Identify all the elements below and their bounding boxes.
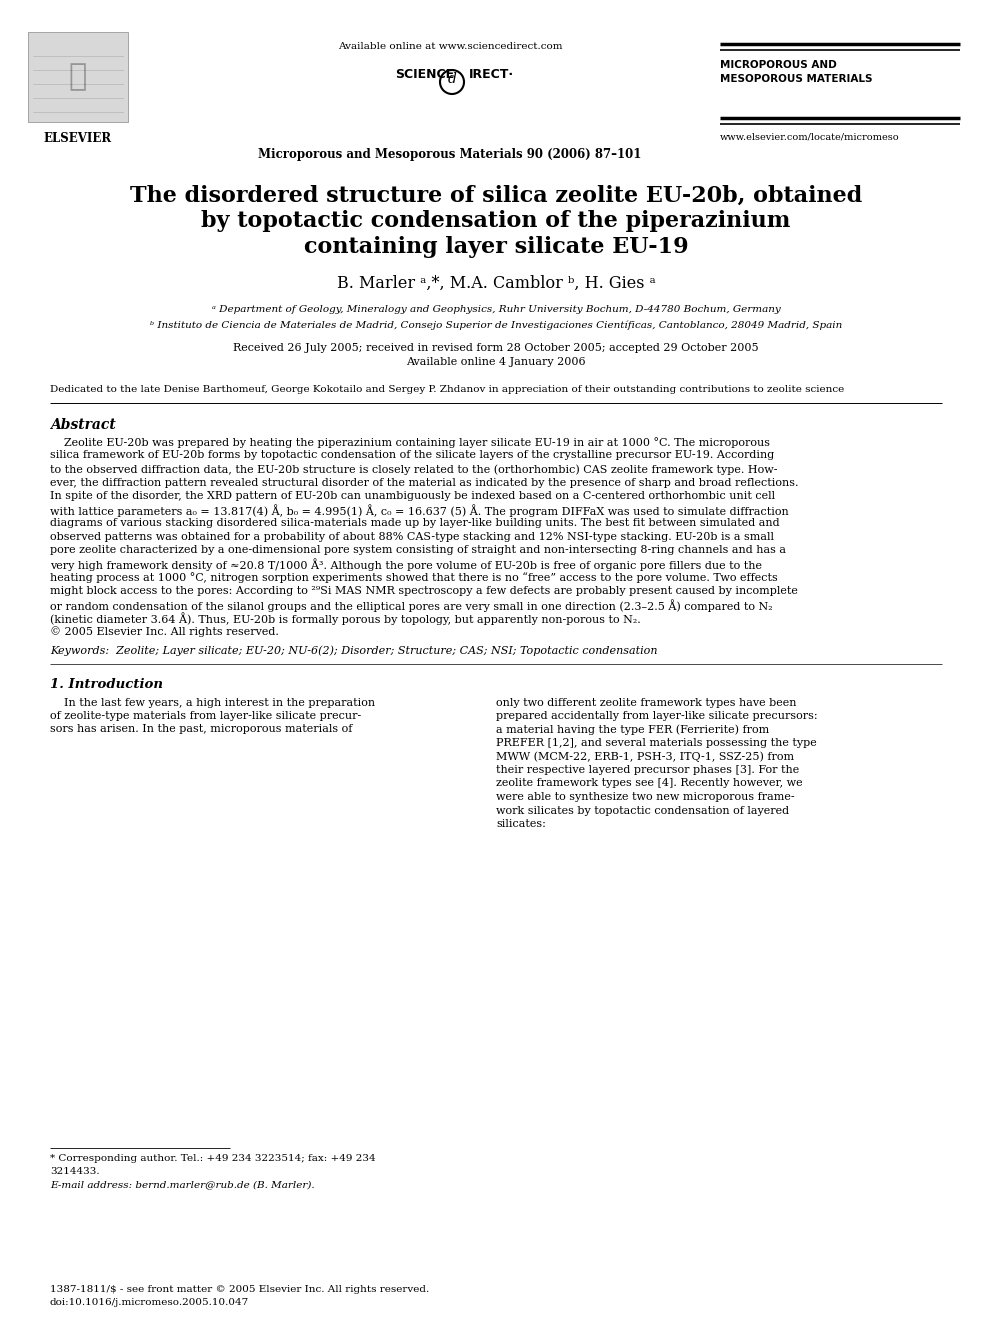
Text: observed patterns was obtained for a probability of about 88% CAS-type stacking : observed patterns was obtained for a pro… xyxy=(50,532,774,541)
Text: * Corresponding author. Tel.: +49 234 3223514; fax: +49 234: * Corresponding author. Tel.: +49 234 32… xyxy=(50,1154,376,1163)
Text: 3214433.: 3214433. xyxy=(50,1167,99,1176)
Text: Microporous and Mesoporous Materials 90 (2006) 87–101: Microporous and Mesoporous Materials 90 … xyxy=(258,148,642,161)
Text: sors has arisen. In the past, microporous materials of: sors has arisen. In the past, microporou… xyxy=(50,725,352,734)
Text: IRECT·: IRECT· xyxy=(469,67,514,81)
Text: doi:10.1016/j.micromeso.2005.10.047: doi:10.1016/j.micromeso.2005.10.047 xyxy=(50,1298,249,1307)
Text: only two different zeolite framework types have been: only two different zeolite framework typ… xyxy=(496,697,797,708)
Text: or random condensation of the silanol groups and the elliptical pores are very s: or random condensation of the silanol gr… xyxy=(50,599,773,611)
Text: Available online at www.sciencedirect.com: Available online at www.sciencedirect.co… xyxy=(337,42,562,52)
Text: In the last few years, a high interest in the preparation: In the last few years, a high interest i… xyxy=(50,697,375,708)
Text: 1. Introduction: 1. Introduction xyxy=(50,677,163,691)
Text: The disordered structure of silica zeolite EU-20b, obtained: The disordered structure of silica zeoli… xyxy=(130,185,862,206)
Text: ELSEVIER: ELSEVIER xyxy=(44,132,112,146)
Text: of zeolite-type materials from layer-like silicate precur-: of zeolite-type materials from layer-lik… xyxy=(50,710,361,721)
Text: MESOPOROUS MATERIALS: MESOPOROUS MATERIALS xyxy=(720,74,873,83)
Text: PREFER [1,2], and several materials possessing the type: PREFER [1,2], and several materials poss… xyxy=(496,738,816,747)
Text: SCIENCE: SCIENCE xyxy=(395,67,454,81)
Text: Available online 4 January 2006: Available online 4 January 2006 xyxy=(406,357,586,366)
Text: B. Marler ᵃ,*, M.A. Camblor ᵇ, H. Gies ᵃ: B. Marler ᵃ,*, M.A. Camblor ᵇ, H. Gies ᵃ xyxy=(336,275,656,292)
Text: might block access to the pores: According to ²⁹Si MAS NMR spectroscopy a few de: might block access to the pores: Accordi… xyxy=(50,586,798,595)
Text: ᵇ Instituto de Ciencia de Materiales de Madrid, Consejo Superior de Investigacio: ᵇ Instituto de Ciencia de Materiales de … xyxy=(150,320,842,329)
Text: a material having the type FER (Ferrierite) from: a material having the type FER (Ferrieri… xyxy=(496,725,769,736)
Text: zeolite framework types see [4]. Recently however, we: zeolite framework types see [4]. Recentl… xyxy=(496,778,803,789)
Text: silica framework of EU-20b forms by topotactic condensation of the silicate laye: silica framework of EU-20b forms by topo… xyxy=(50,451,774,460)
Text: Abstract: Abstract xyxy=(50,418,116,433)
Text: 1387-1811/$ - see front matter © 2005 Elsevier Inc. All rights reserved.: 1387-1811/$ - see front matter © 2005 El… xyxy=(50,1285,430,1294)
Text: ᵃ Department of Geology, Mineralogy and Geophysics, Ruhr University Bochum, D-44: ᵃ Department of Geology, Mineralogy and … xyxy=(211,306,781,314)
Text: In spite of the disorder, the XRD pattern of EU-20b can unambiguously be indexed: In spite of the disorder, the XRD patter… xyxy=(50,491,775,501)
Text: work silicates by topotactic condensation of layered: work silicates by topotactic condensatio… xyxy=(496,806,789,815)
Text: silicates:: silicates: xyxy=(496,819,546,830)
Text: ever, the diffraction pattern revealed structural disorder of the material as in: ever, the diffraction pattern revealed s… xyxy=(50,478,799,487)
Text: Keywords:  Zeolite; Layer silicate; EU-20; NU-6(2); Disorder; Structure; CAS; NS: Keywords: Zeolite; Layer silicate; EU-20… xyxy=(50,646,658,656)
Text: by topotactic condensation of the piperazinium: by topotactic condensation of the pipera… xyxy=(201,210,791,232)
Text: to the observed diffraction data, the EU-20b structure is closely related to the: to the observed diffraction data, the EU… xyxy=(50,464,778,475)
Text: d: d xyxy=(447,71,456,86)
Text: diagrams of various stacking disordered silica-materials made up by layer-like b: diagrams of various stacking disordered … xyxy=(50,519,780,528)
Text: www.elsevier.com/locate/micromeso: www.elsevier.com/locate/micromeso xyxy=(720,132,900,142)
Text: very high framework density of ≈20.8 T/1000 Å³. Although the pore volume of EU-2: very high framework density of ≈20.8 T/1… xyxy=(50,558,762,572)
Text: heating process at 1000 °C, nitrogen sorption experiments showed that there is n: heating process at 1000 °C, nitrogen sor… xyxy=(50,572,778,583)
Text: pore zeolite characterized by a one-dimensional pore system consisting of straig: pore zeolite characterized by a one-dime… xyxy=(50,545,786,556)
Text: containing layer silicate EU-19: containing layer silicate EU-19 xyxy=(304,235,688,258)
Text: Received 26 July 2005; received in revised form 28 October 2005; accepted 29 Oct: Received 26 July 2005; received in revis… xyxy=(233,343,759,353)
Text: (kinetic diameter 3.64 Å). Thus, EU-20b is formally porous by topology, but appa: (kinetic diameter 3.64 Å). Thus, EU-20b … xyxy=(50,613,641,626)
Text: Dedicated to the late Denise Barthomeuf, George Kokotailo and Sergey P. Zhdanov : Dedicated to the late Denise Barthomeuf,… xyxy=(50,385,844,394)
Text: © 2005 Elsevier Inc. All rights reserved.: © 2005 Elsevier Inc. All rights reserved… xyxy=(50,626,279,636)
Text: E-mail address: bernd.marler@rub.de (B. Marler).: E-mail address: bernd.marler@rub.de (B. … xyxy=(50,1180,314,1189)
Text: prepared accidentally from layer-like silicate precursors:: prepared accidentally from layer-like si… xyxy=(496,710,817,721)
Text: were able to synthesize two new microporous frame-: were able to synthesize two new micropor… xyxy=(496,792,795,802)
Bar xyxy=(28,32,128,122)
Text: MWW (MCM-22, ERB-1, PSH-3, ITQ-1, SSZ-25) from: MWW (MCM-22, ERB-1, PSH-3, ITQ-1, SSZ-25… xyxy=(496,751,795,762)
Text: with lattice parameters a₀ = 13.817(4) Å, b₀ = 4.995(1) Å, c₀ = 16.637 (5) Å. Th: with lattice parameters a₀ = 13.817(4) Å… xyxy=(50,504,789,517)
Text: MICROPOROUS AND: MICROPOROUS AND xyxy=(720,60,836,70)
Text: 🦒: 🦒 xyxy=(68,62,87,91)
Text: Zeolite EU-20b was prepared by heating the piperazinium containing layer silicat: Zeolite EU-20b was prepared by heating t… xyxy=(50,437,770,448)
Text: their respective layered precursor phases [3]. For the: their respective layered precursor phase… xyxy=(496,765,800,775)
